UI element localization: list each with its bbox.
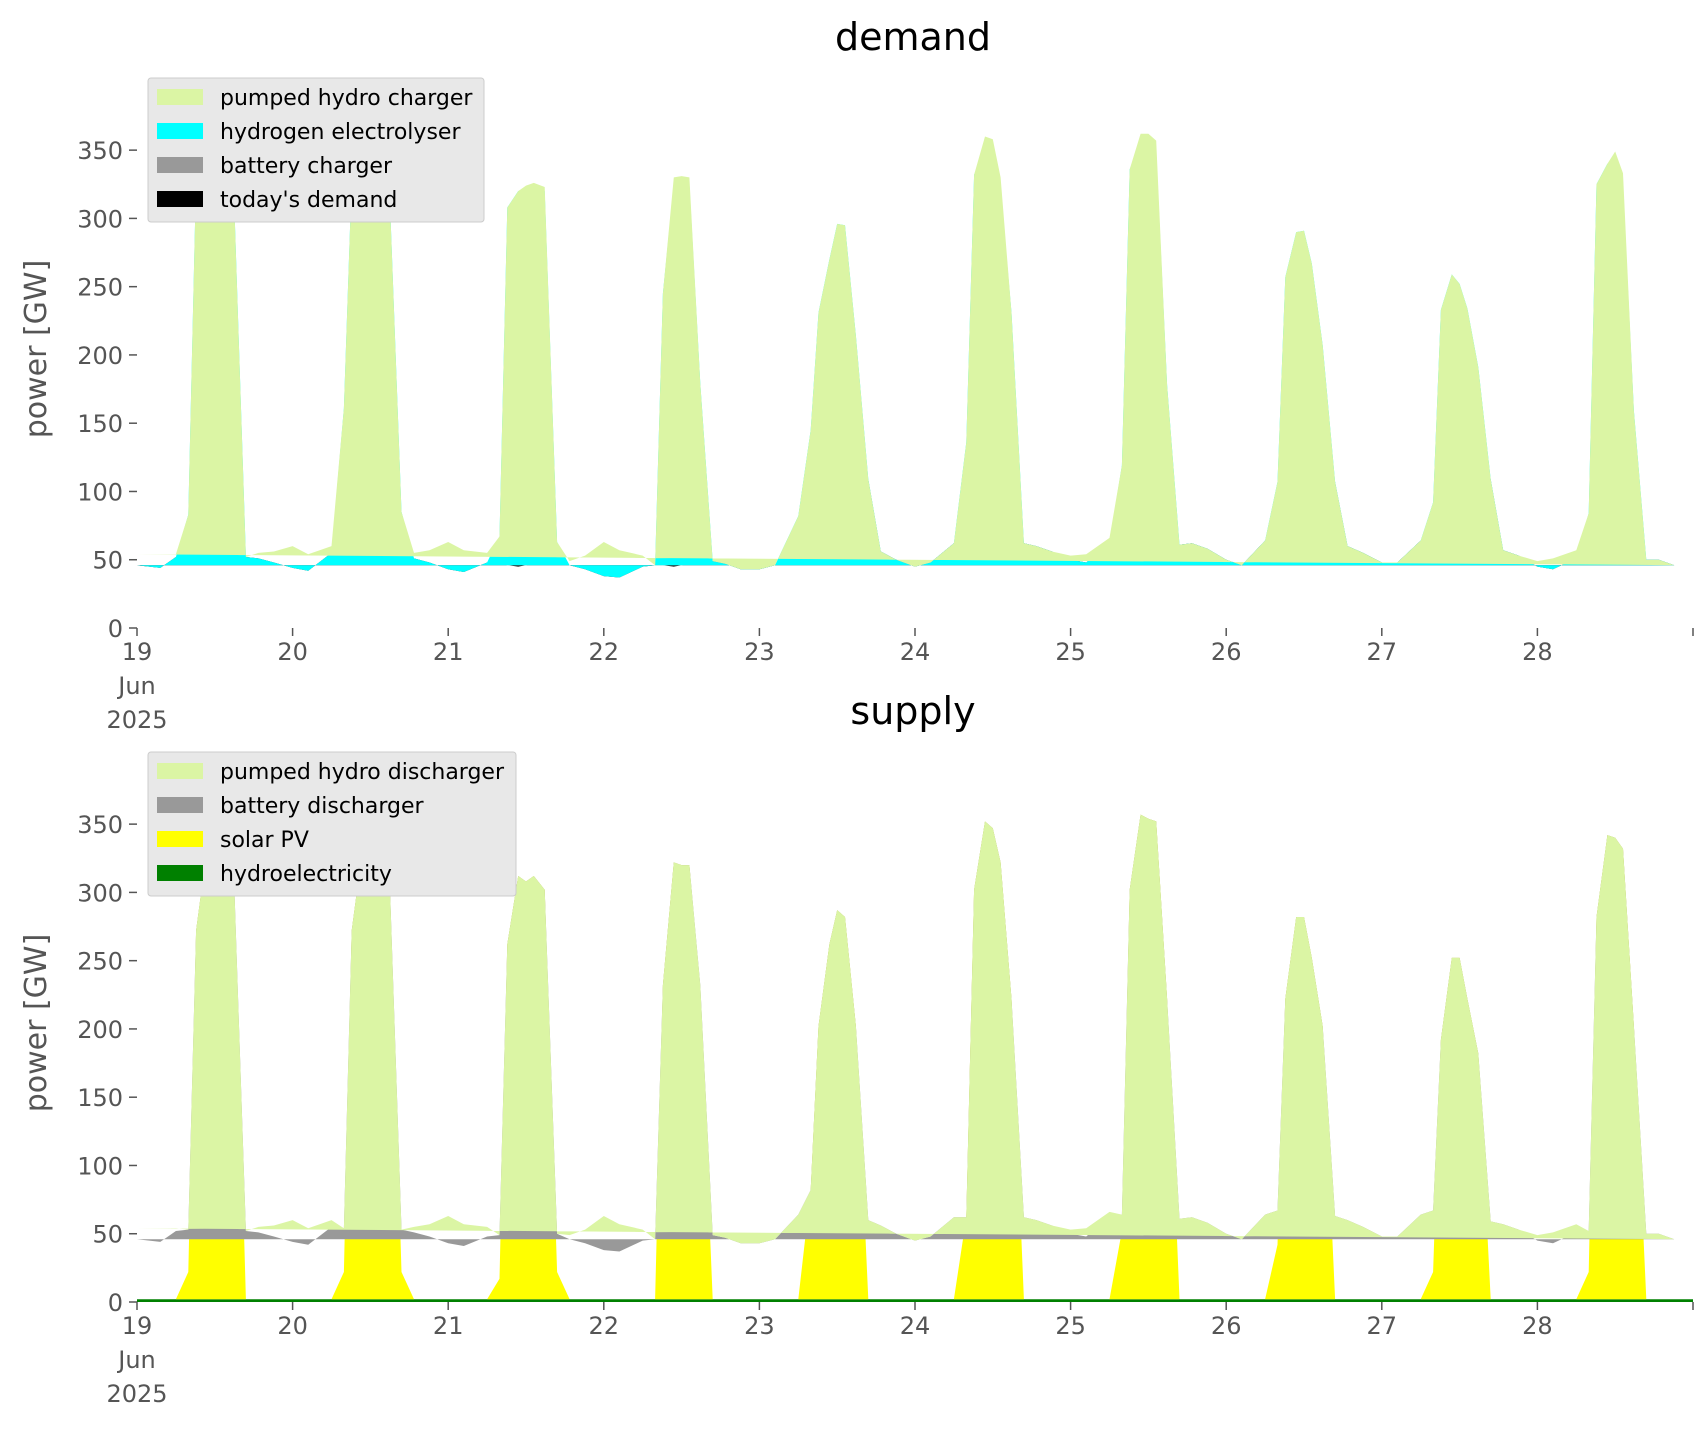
legend-label-hydrogen-electrolyser: hydrogen electrolyser [220, 120, 461, 145]
y-tick-label: 100 [77, 478, 123, 506]
x-tick-label: 2025 [106, 1380, 167, 1408]
legend-swatch-todays-demand [157, 191, 203, 207]
x-tick-label: 19 [122, 638, 153, 666]
series-hydroelectricity-area [137, 1299, 1693, 1302]
x-tick-label: 26 [1211, 638, 1242, 666]
y-tick-label: 50 [92, 1221, 123, 1249]
y-tick-label: 300 [77, 879, 123, 907]
series-pumped-hydro-discharger-area [137, 814, 1675, 1244]
y-tick-label: 0 [108, 615, 123, 643]
demand-area-series [137, 133, 1675, 578]
series-pumped-hydro-charger-area [137, 133, 1675, 570]
legend-swatch-hydrogen-electrolyser [157, 123, 203, 139]
x-tick-label: 28 [1522, 638, 1553, 666]
x-tick-label: 23 [744, 638, 775, 666]
y-tick-label: 350 [77, 811, 123, 839]
legend-label-pumped-hydro-charger: pumped hydro charger [220, 86, 473, 111]
y-tick-label: 350 [77, 137, 123, 165]
x-tick-label: 20 [277, 1312, 308, 1340]
supply-area-series [137, 814, 1693, 1302]
supply-x-axis: 19 Jun 2025 20 21 22 23 24 25 26 27 28 [106, 1302, 1694, 1408]
x-tick-label: 23 [744, 1312, 775, 1340]
demand-title: demand [835, 15, 991, 59]
y-tick-label: 0 [108, 1289, 123, 1317]
x-tick-label: 20 [277, 638, 308, 666]
x-tick-label: 21 [433, 638, 464, 666]
demand-legend-box [147, 77, 485, 223]
demand-y-axis: 0 50 100 150 200 250 300 350 [77, 137, 137, 643]
x-tick-label: 19 [122, 1312, 153, 1340]
x-tick-label: 24 [900, 638, 931, 666]
y-tick-label: 150 [77, 1084, 123, 1112]
supply-y-axis-label: power [GW] [19, 934, 54, 1113]
y-tick-label: 200 [77, 342, 123, 370]
x-tick-label: 22 [589, 638, 620, 666]
x-tick-label: 25 [1055, 638, 1086, 666]
x-tick-label: 21 [433, 1312, 464, 1340]
y-tick-label: 300 [77, 205, 123, 233]
supply-title: supply [850, 689, 975, 733]
x-tick-label: Jun [116, 672, 156, 700]
legend-label-hydroelectricity: hydroelectricity [220, 862, 392, 887]
y-tick-label: 150 [77, 410, 123, 438]
legend-swatch-solar-pv [157, 831, 203, 847]
legend-label-solar-pv: solar PV [220, 828, 309, 853]
x-tick-label: 22 [589, 1312, 620, 1340]
x-tick-label: 27 [1367, 1312, 1398, 1340]
x-tick-label: 28 [1522, 1312, 1553, 1340]
legend-swatch-hydroelectricity [157, 865, 203, 881]
y-tick-label: 250 [77, 274, 123, 302]
legend-label-todays-demand: today's demand [220, 188, 397, 213]
legend-label-battery-charger: battery charger [220, 154, 393, 179]
x-tick-label: Jun [116, 1346, 156, 1374]
demand-x-axis: 19 Jun 2025 20 21 22 23 24 25 26 27 28 [106, 628, 1694, 734]
x-tick-label: 27 [1367, 638, 1398, 666]
x-tick-label: 25 [1055, 1312, 1086, 1340]
y-tick-label: 250 [77, 948, 123, 976]
legend-label-battery-discharger: battery discharger [220, 794, 425, 819]
legend-swatch-pumped-hydro-discharger [157, 763, 203, 779]
legend-swatch-pumped-hydro-charger [157, 89, 203, 105]
y-tick-label: 50 [92, 547, 123, 575]
demand-y-axis-label: power [GW] [19, 260, 54, 439]
supply-legend-box [147, 751, 517, 897]
legend-swatch-battery-charger [157, 157, 203, 173]
legend-swatch-battery-discharger [157, 797, 203, 813]
x-tick-label: 26 [1211, 1312, 1242, 1340]
demand-legend: pumped hydro charger hydrogen electrolys… [147, 77, 485, 223]
x-tick-label: 2025 [106, 706, 167, 734]
supply-legend: pumped hydro discharger battery discharg… [147, 751, 517, 897]
legend-label-pumped-hydro-discharger: pumped hydro discharger [220, 760, 505, 785]
y-tick-label: 200 [77, 1016, 123, 1044]
x-tick-label: 24 [900, 1312, 931, 1340]
supply-y-axis: 0 50 100 150 200 250 300 350 [77, 811, 137, 1317]
y-tick-label: 100 [77, 1152, 123, 1180]
